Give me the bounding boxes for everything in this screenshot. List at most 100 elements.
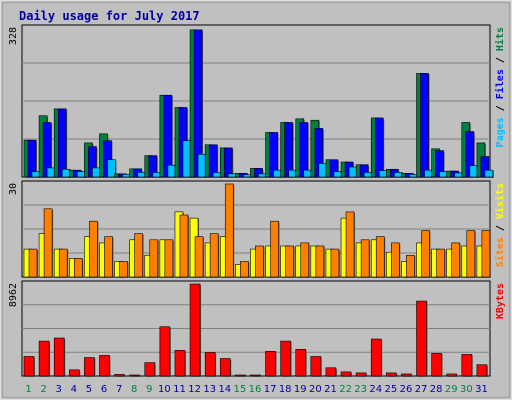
bar-kbytes bbox=[461, 354, 473, 377]
x-tick-label: 30 bbox=[460, 384, 473, 395]
bar-kbytes bbox=[340, 371, 352, 377]
x-tick-label: 6 bbox=[101, 384, 107, 395]
bar-kbytes bbox=[174, 350, 186, 377]
bar-shadow-kbytes bbox=[236, 375, 247, 377]
bar-sites bbox=[194, 236, 204, 278]
x-tick-label: 19 bbox=[294, 384, 307, 395]
bar-sites bbox=[89, 220, 98, 278]
x-tick-label: 14 bbox=[218, 384, 231, 395]
bar-sites bbox=[164, 239, 174, 278]
legend-part: Visits bbox=[494, 183, 506, 219]
bar-sites bbox=[73, 258, 83, 278]
bar-sites bbox=[179, 214, 189, 278]
x-tick-label: 25 bbox=[385, 384, 398, 395]
bar-kbytes bbox=[386, 372, 397, 377]
bar-kbytes bbox=[84, 357, 95, 377]
x-tick-label: 27 bbox=[415, 384, 428, 395]
bar-sites bbox=[375, 236, 385, 278]
bar-files bbox=[374, 117, 384, 178]
bar-kbytes bbox=[310, 356, 322, 377]
bar-sites bbox=[58, 248, 68, 278]
bar-kbytes bbox=[129, 374, 140, 377]
x-tick-label: 4 bbox=[71, 384, 77, 395]
bar-files bbox=[420, 73, 429, 178]
panel-kbytes: 8962 KBytes bbox=[8, 280, 506, 377]
bar-kbytes bbox=[99, 355, 110, 377]
bar-sites bbox=[134, 233, 143, 278]
bar-sites bbox=[436, 248, 445, 278]
bar-kbytes bbox=[38, 340, 50, 377]
bar-kbytes bbox=[295, 349, 307, 377]
x-tick-label: 8 bbox=[131, 384, 137, 395]
x-tick-label: 20 bbox=[309, 384, 322, 395]
bar-files bbox=[223, 147, 233, 178]
bar-sites bbox=[240, 261, 249, 278]
bar-sites bbox=[104, 236, 113, 278]
x-tick-label: 10 bbox=[158, 384, 171, 395]
bar-files bbox=[284, 122, 293, 178]
bar-sites bbox=[345, 211, 355, 278]
bar-sites bbox=[270, 220, 279, 278]
bar-kbytes bbox=[280, 340, 291, 377]
x-tick-label: 22 bbox=[339, 384, 352, 395]
bar-files bbox=[163, 94, 173, 178]
bar-sites bbox=[421, 230, 430, 278]
bar-pages bbox=[107, 159, 116, 178]
bar-kbytes bbox=[144, 362, 156, 377]
x-tick-label: 11 bbox=[173, 384, 186, 395]
x-tick-label: 23 bbox=[354, 384, 367, 395]
chart-panels: 328 Pages / Files / Hits 30 Sites / Visits 8… bbox=[8, 24, 506, 377]
bar-kbytes bbox=[53, 337, 65, 377]
x-tick-label: 3 bbox=[56, 384, 62, 395]
bar-kbytes bbox=[235, 374, 246, 377]
bar-kbytes bbox=[23, 356, 35, 377]
panel-legend-label: KBytes bbox=[495, 283, 506, 319]
bar-shadow-kbytes bbox=[130, 375, 141, 377]
x-tick-label: 5 bbox=[86, 384, 92, 395]
bar-sites bbox=[466, 230, 476, 278]
bar-sites bbox=[285, 245, 294, 278]
bar-kbytes bbox=[159, 326, 171, 377]
chart-title: Daily usage for July 2017 bbox=[19, 9, 200, 23]
bar-sites bbox=[149, 239, 159, 278]
x-tick-label: 9 bbox=[146, 384, 152, 395]
panel-max-label: 328 bbox=[8, 27, 19, 45]
bar-kbytes bbox=[370, 338, 382, 377]
bar-sites bbox=[119, 261, 128, 278]
bar-sites bbox=[481, 230, 491, 278]
legend-part: Pages bbox=[495, 117, 506, 147]
x-tick-label: 31 bbox=[475, 384, 488, 395]
bar-kbytes bbox=[431, 353, 442, 377]
x-tick-label: 18 bbox=[279, 384, 292, 395]
panel-legend-label: Pages / Files / Hits bbox=[494, 27, 506, 147]
x-tick-label: 21 bbox=[324, 384, 337, 395]
bar-kbytes bbox=[114, 374, 125, 377]
panel-max-label: 8962 bbox=[8, 283, 19, 307]
bar-files bbox=[299, 122, 309, 178]
x-tick-label: 13 bbox=[203, 384, 216, 395]
panel-visits-sites: 30 Sites / Visits bbox=[8, 180, 506, 278]
bar-sites bbox=[330, 248, 340, 278]
bar-sites bbox=[360, 239, 370, 278]
legend-part: KBytes bbox=[495, 283, 506, 319]
x-tick-label: 16 bbox=[249, 384, 262, 395]
x-tick-label: 7 bbox=[116, 384, 122, 395]
bar-kbytes bbox=[219, 358, 231, 377]
bar-sites bbox=[300, 242, 310, 278]
bar-kbytes bbox=[446, 373, 458, 377]
x-tick-label: 26 bbox=[400, 384, 413, 395]
x-tick-label: 15 bbox=[234, 384, 247, 395]
panel-hits-files-pages: 328 Pages / Files / Hits bbox=[8, 24, 506, 178]
bar-sites bbox=[43, 208, 53, 278]
bar-kbytes bbox=[416, 300, 427, 377]
legend-part: Files bbox=[494, 69, 506, 99]
bar-kbytes bbox=[68, 369, 80, 377]
bar-pages bbox=[484, 169, 494, 178]
x-tick-label: 1 bbox=[25, 384, 31, 395]
bar-sites bbox=[255, 245, 264, 278]
x-tick-label: 24 bbox=[369, 384, 382, 395]
panel-legend-label: Sites / Visits bbox=[494, 183, 506, 267]
